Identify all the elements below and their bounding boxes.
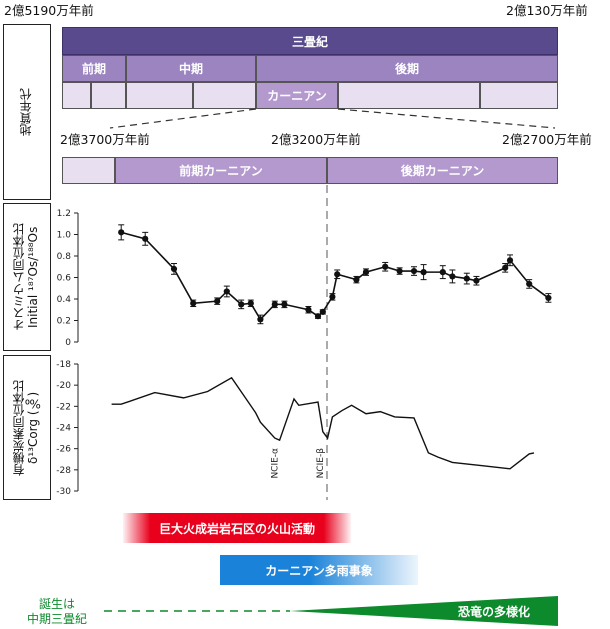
carnian-pluvial-bar: カーニアン多雨事象 [220,555,418,585]
osmium-data-point [170,265,178,272]
wrangellia-volcanism-bar: 巨大火成岩岩石区の火山活動 [123,513,351,543]
osmium-data-point [271,301,278,308]
carbon-series-line [111,376,535,470]
osmium-y-tick-label: 1.0 [57,231,72,241]
osmium-y-tick-label: 1.2 [57,209,71,219]
osmium-data-point [353,276,360,283]
carbon-y-tick-label: -28 [56,466,71,476]
ncie-annotation: NCIE-β [316,448,326,479]
carbon-y-tick-label: -20 [56,381,71,391]
osmium-data-point [281,301,288,308]
osmium-data-point [506,257,514,264]
osmium-data-point [305,306,312,313]
osmium-data-point [314,313,322,320]
stage-cell [126,82,193,109]
osmium-data-point [382,263,389,270]
zoom-right-label: 2億2700万年前 [502,132,592,147]
osmium-data-point [329,293,336,300]
carbon-label-box: 有機炭素同位体比 δ¹³Corg (‰) [3,355,51,500]
osmium-data-point [463,275,470,282]
stage-cell [62,82,91,109]
period-triassic: 三畳紀 [62,27,558,55]
osmium-data-point [247,300,254,307]
carnian-pluvial-label: カーニアン多雨事象 [265,563,373,578]
stage-carnian: カーニアン [256,82,338,109]
time-end-label: 2億130万年前 [506,3,588,18]
stage-cell [91,82,126,109]
osmium-label-box: オスミウム同位体比 Initial ¹⁸⁷Os/¹⁸⁸Os [3,203,51,351]
osmium-data-point [118,229,125,236]
substage-late-carnian: 後期カーニアン [327,157,558,184]
dino-origin-label: 誕生は 中期三畳紀 [14,597,100,627]
substage-cell [62,157,115,184]
osmium-y-tick-label: 0.8 [57,252,72,262]
carbon-y-tick-label: -18 [56,360,71,370]
stage-cell [338,82,480,109]
osmium-data-point [214,298,221,305]
dino-diversification-label: 恐竜の多様化 [458,605,531,619]
osmium-data-point [223,288,230,295]
osmium-data-point [257,316,264,323]
stage-cell [480,82,558,109]
osmium-data-point [396,267,403,275]
osmium-data-point [238,301,245,308]
osmium-data-point [449,273,456,280]
substage-early-carnian: 前期カーニアン [115,157,327,184]
osmium-y-tick-label: 0.6 [57,274,72,284]
ncie-annotation: NCIE-α [271,448,281,479]
osmium-data-point [190,300,197,307]
osmium-data-point [362,269,370,276]
osmium-data-point [334,271,341,278]
epoch-late: 後期 [256,55,558,82]
osmium-data-point [420,269,427,276]
wrangellia-volcanism-label: 巨大火成岩岩石区の火山活動 [158,521,315,536]
osmium-data-point [319,308,326,315]
osmium-data-point [473,277,480,284]
osmium-data-point [439,269,446,276]
time-start-label: 2億5190万年前 [4,3,94,18]
carbon-y-tick-label: -24 [56,424,71,434]
osmium-y-tick-label: 0.2 [57,317,71,327]
carbon-y-tick-label: -26 [56,445,71,455]
osmium-data-point [142,235,149,242]
zoom-left-label: 2億3700万年前 [60,132,150,147]
carbon-y-tick-label: -22 [56,402,71,412]
osmium-data-point [410,267,418,275]
dino-origin-line2: 中期三畳紀 [26,612,87,626]
osmium-y-tick-label: 0 [65,338,71,348]
osmium-y-tick-label: 0.4 [57,295,72,305]
dino-origin-line1: 誕生は [38,597,75,611]
epoch-early: 前期 [62,55,126,82]
osmium-data-point [526,280,533,288]
zoom-mid-label: 2億3200万年前 [271,132,361,147]
carbon-y-tick-label: -30 [56,487,71,497]
epoch-middle: 中期 [126,55,256,82]
geologic-age-label-box: 地質年代 [3,24,51,200]
osmium-data-point [545,294,552,302]
osmium-data-point [502,264,509,271]
